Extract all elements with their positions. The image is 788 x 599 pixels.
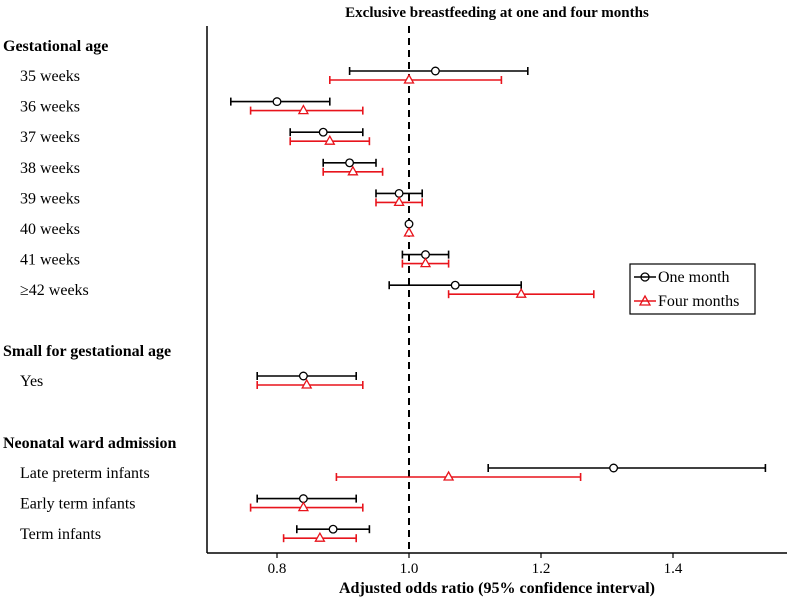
row-label: 38 weeks — [20, 160, 80, 177]
four-months-estimate-point — [347, 165, 359, 176]
one-month-estimate-point — [609, 463, 619, 473]
x-tick-label: 1.4 — [664, 561, 683, 577]
x-axis-ticks: 0.8 1.0 1.2 1.4 — [268, 553, 683, 577]
four-months-estimate-point — [314, 531, 326, 542]
x-tick-label: 1.2 — [532, 561, 551, 577]
row-label: 39 weeks — [20, 190, 80, 207]
row-label: 36 weeks — [20, 99, 80, 116]
four-months-estimate-point — [297, 104, 310, 115]
row-label: ≥42 weeks — [20, 282, 89, 299]
group-label: Neonatal ward admission — [3, 435, 176, 452]
four-months-estimate-point — [297, 501, 310, 512]
legend-label-four-months: Four months — [658, 293, 739, 310]
legend-triangle-icon — [638, 294, 652, 306]
row-label: Term infants — [20, 526, 101, 543]
one-month-estimate-point — [272, 97, 282, 107]
one-month-estimate-point — [450, 280, 460, 290]
one-month-estimate-point — [298, 371, 308, 381]
four-months-estimate-point — [301, 378, 313, 389]
one-month-estimate-point — [404, 219, 414, 229]
four-months-estimate-point — [442, 470, 455, 481]
four-months-estimate-point — [403, 73, 415, 84]
row-label: Yes — [20, 373, 43, 390]
one-month-estimate-point — [318, 127, 328, 137]
legend-box — [629, 263, 756, 315]
x-tick-label: 0.8 — [268, 561, 287, 577]
one-month-estimate-point — [328, 524, 338, 534]
one-month-estimate-point — [345, 158, 355, 168]
row-labels: Gestational age 35 weeks 36 weeks 37 weeks 3… — [3, 38, 176, 543]
row-label: 37 weeks — [20, 129, 80, 146]
group-label: Small for gestational age — [3, 343, 171, 360]
interval-marks — [230, 66, 767, 543]
legend-label-one-month: One month — [658, 269, 730, 286]
x-tick-label: 1.0 — [400, 561, 419, 577]
four-months-estimate-point — [403, 226, 415, 237]
one-month-estimate-point — [298, 494, 308, 504]
one-month-estimate-point — [421, 250, 430, 260]
row-label: Late preterm infants — [20, 465, 150, 482]
chart-title: Exclusive breastfeeding at one and four … — [345, 5, 649, 21]
x-axis-title: Adjusted odds ratio (95% confidence inte… — [339, 580, 655, 597]
four-months-estimate-point — [515, 287, 527, 298]
row-label: Early term infants — [20, 496, 136, 513]
four-months-estimate-point — [419, 257, 432, 268]
group-label: Gestational age — [3, 38, 108, 55]
legend: One month Four months — [629, 263, 756, 315]
four-months-estimate-point — [393, 196, 405, 207]
row-label: 41 weeks — [20, 252, 80, 269]
one-month-estimate-point — [430, 66, 440, 76]
one-month-estimate-point — [394, 188, 404, 198]
row-label: 35 weeks — [20, 68, 80, 85]
four-months-estimate-point — [324, 134, 336, 145]
legend-circle-icon — [640, 272, 650, 282]
row-label: 40 weeks — [20, 221, 80, 238]
